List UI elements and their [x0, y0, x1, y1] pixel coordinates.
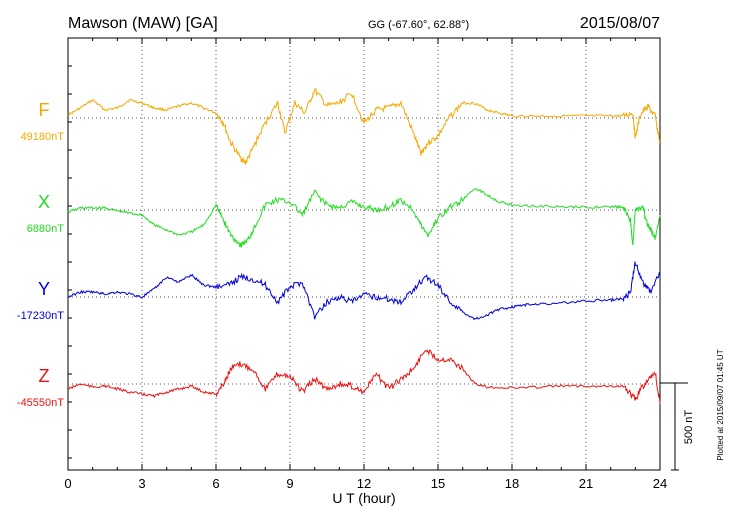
x-axis-label: U T (hour)	[332, 490, 395, 506]
x-axis-ticks: 0 3 6 9 12 15 18 21 24	[64, 38, 667, 491]
x-tick-label: 9	[286, 476, 293, 491]
series-name-z: Z	[39, 366, 50, 386]
series-line-z	[67, 349, 661, 405]
series-baseline-y: -17230nT	[17, 310, 64, 322]
series-line-f	[67, 87, 661, 165]
series-name-x: X	[38, 192, 50, 212]
series-layer: F 49180nT X 6880nT Y -17230nT Z -45550nT	[17, 87, 661, 409]
scale-bar: 500 nT	[671, 383, 695, 471]
grid-lines	[68, 38, 688, 470]
chart-date: 2015/08/07	[580, 15, 660, 32]
x-tick-label: 3	[138, 476, 145, 491]
x-tick-label: 21	[579, 476, 593, 491]
series-line-y	[67, 261, 661, 321]
x-tick-label: 24	[653, 476, 667, 491]
plotted-footnote: Plotted at 2015/09/07 01:45 UT	[716, 349, 725, 460]
series-baseline-x: 6880nT	[27, 223, 65, 235]
x-tick-label: 6	[212, 476, 219, 491]
series-name-f: F	[39, 100, 50, 120]
x-tick-label: 18	[505, 476, 519, 491]
x-tick-label: 12	[357, 476, 371, 491]
series-line-x	[67, 187, 661, 248]
chart-title: Mawson (MAW) [GA]	[68, 15, 218, 32]
series-baseline-f: 49180nT	[21, 131, 65, 143]
x-tick-label: 0	[64, 476, 71, 491]
series-baseline-z: -45550nT	[17, 397, 64, 409]
series-name-y: Y	[38, 279, 50, 299]
x-tick-label: 15	[431, 476, 445, 491]
station-coordinates: GG (-67.60°, 62.88°)	[368, 19, 469, 31]
scale-bar-label: 500 nT	[683, 410, 695, 445]
